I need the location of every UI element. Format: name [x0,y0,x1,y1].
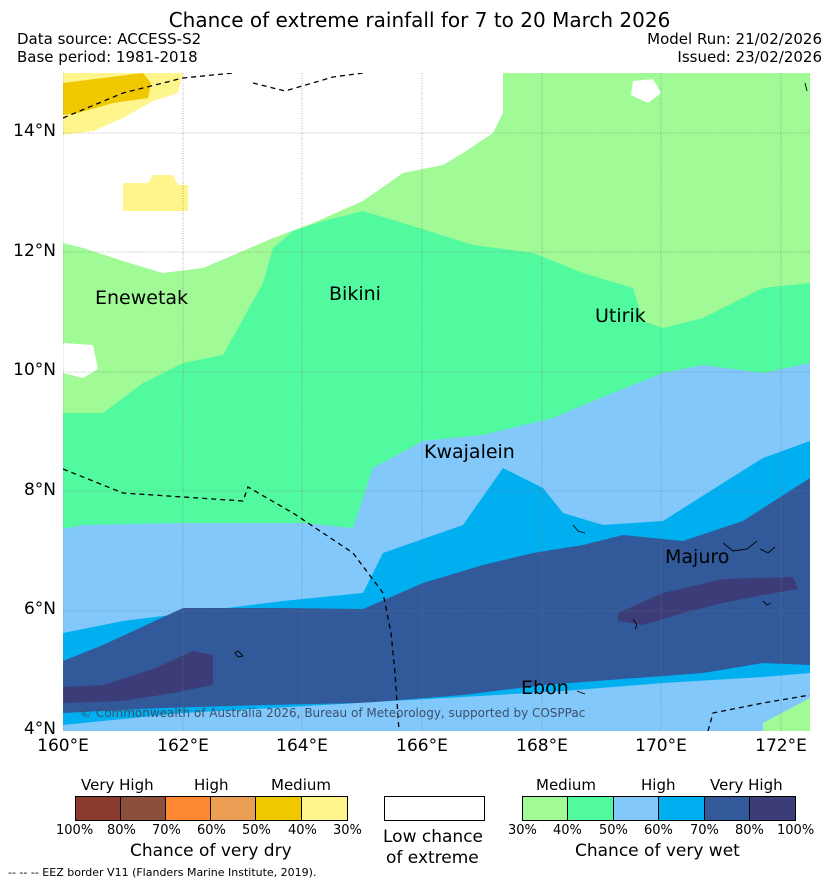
lat-tick: 14°N [13,121,56,141]
place-label-enewetak: Enewetak [95,287,189,309]
region-wet-80 [63,651,213,703]
legend-dry-swatch [255,796,302,821]
legend-wet-swatch [658,796,705,821]
legend-wet-tick: 80% [735,823,764,838]
place-label-majuro: Majuro [665,546,730,568]
legend-dry-label-very-high: Very High [81,776,154,794]
legend-wet-tick: 60% [644,823,673,838]
islands [234,82,808,695]
eez-border [63,73,810,731]
legend-wet-swatch [749,796,796,821]
legend-wet-title: Chance of very wet [575,841,740,861]
lon-tick: 166°E [396,736,448,756]
region-low-chance [63,73,503,273]
band-wet-70 [63,478,810,713]
place-label-utirik: Utirik [595,305,646,327]
map-title: Chance of extreme rainfall for 7 to 20 M… [168,8,671,32]
legend-wet-tick: 70% [690,823,719,838]
legend-low-chance-swatch [384,796,485,821]
legend-wet-colorbar [522,796,796,821]
legend-wet-tick: 50% [599,823,628,838]
place-label-bikini: Bikini [329,283,381,305]
legend-dry-swatch [75,796,121,821]
legend-wet-tick: 100% [777,823,815,838]
place-label-kwajalein: Kwajalein [424,441,515,463]
legend-wet-label-high: High [641,776,676,794]
legend-wet-swatch [567,796,614,821]
lat-tick: 10°N [13,360,56,380]
legend-dry-swatch [120,796,166,821]
lon-tick: 162°E [157,736,209,756]
legend-dry-tick: 30% [333,823,362,838]
legend-dry-label-high: High [194,776,229,794]
legend-dry-title: Chance of very dry [130,841,292,861]
issued-date: Issued: 23/02/2026 [677,48,822,66]
legend-low-chance-line1: Low chance [383,827,483,847]
lon-tick: 172°E [755,736,807,756]
model-run: Model Run: 21/02/2026 [647,30,822,48]
lon-tick: 168°E [516,736,568,756]
legend-dry-swatch [165,796,211,821]
legend-dry-swatch [301,796,348,821]
region-dry-50 [63,73,151,115]
lat-tick: 12°N [13,241,56,261]
lat-tick: 8°N [23,480,56,500]
copyright-notice: © Commonwealth of Australia 2026, Bureau… [80,706,586,720]
legend-dry-tick: 50% [242,823,271,838]
data-source: Data source: ACCESS-S2 [17,30,202,48]
base-period: Base period: 1981-2018 [17,48,198,66]
legend-wet-swatch [704,796,750,821]
eez-border-note: -- -- -- EEZ border V11 (Flanders Marine… [8,866,317,879]
lat-tick: 4°N [23,719,56,739]
legend-dry-tick: 80% [107,823,136,838]
legend-dry-colorbar [75,796,348,821]
rainfall-map [63,73,810,731]
legend-wet-swatch [613,796,659,821]
graticule [63,73,810,731]
legend-dry-tick: 60% [197,823,226,838]
legend-dry-tick: 40% [288,823,317,838]
legend-wet-tick: 30% [508,823,537,838]
legend-wet-tick: 40% [553,823,582,838]
legend-low-chance-line2: of extreme [386,848,479,868]
lon-tick: 164°E [276,736,328,756]
lat-tick: 6°N [23,599,56,619]
lon-tick: 170°E [635,736,687,756]
legend-dry-tick: 100% [56,823,94,838]
place-label-ebon: Ebon [521,677,569,699]
legend-wet-swatch [522,796,568,821]
legend-dry-tick: 70% [152,823,181,838]
lon-tick: 160°E [37,736,89,756]
legend-dry-swatch [210,796,256,821]
legend-wet-label-very-high: Very High [710,776,783,794]
legend-dry-label-medium: Medium [271,776,331,794]
legend-wet-label-medium: Medium [536,776,596,794]
